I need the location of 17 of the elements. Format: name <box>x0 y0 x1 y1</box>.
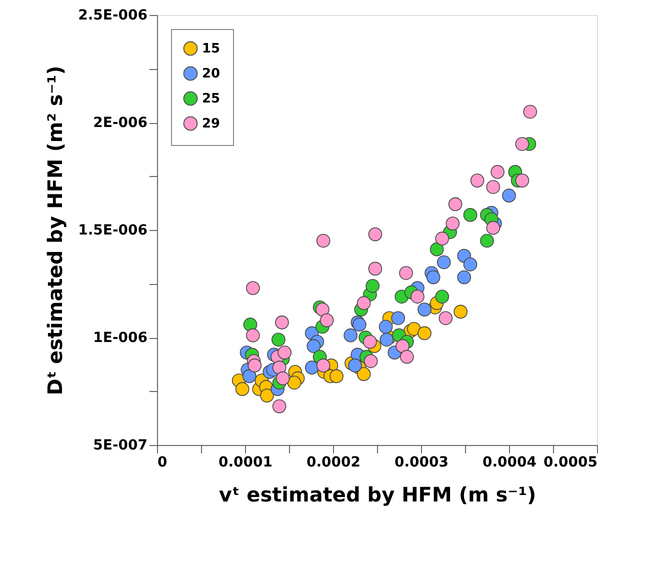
x-tick-label: 0 <box>158 454 168 470</box>
legend-label: 29 <box>202 116 220 132</box>
x-tick-label: 0.0002 <box>306 454 361 470</box>
legend-label: 15 <box>202 42 220 56</box>
legend-label: 25 <box>202 92 220 106</box>
y-tick-label: 5E-007 <box>93 438 148 454</box>
x-tick-label: 0.0004 <box>482 454 537 470</box>
x-axis-title: vᵗ estimated by HFM (m s⁻¹) <box>218 482 536 506</box>
y-tick-label: 2.5E-006 <box>78 8 148 24</box>
x-tick-label: 0.0001 <box>218 454 273 470</box>
y-tick-label: 1.5E-006 <box>78 222 148 238</box>
legend-label: 20 <box>202 66 220 82</box>
x-tick-label: 0.0003 <box>394 454 449 470</box>
y-tick-label: 2E-006 <box>93 115 148 131</box>
y-axis-title: Dᵗ estimated by HFM (m² s⁻¹) <box>43 66 68 396</box>
x-tick-label: 0.0005 <box>543 454 598 470</box>
y-tick-label: 1E-006 <box>93 330 148 346</box>
